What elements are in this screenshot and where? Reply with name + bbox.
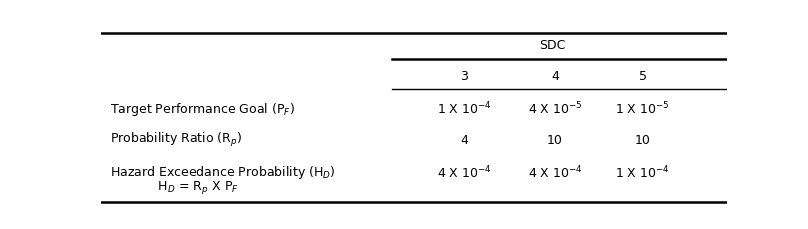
Text: 1 X 10$^{-4}$: 1 X 10$^{-4}$ <box>437 101 491 118</box>
Text: Probability Ratio (R$_p$): Probability Ratio (R$_p$) <box>111 131 242 149</box>
Text: 4: 4 <box>461 134 468 147</box>
Text: 4 X 10$^{-4}$: 4 X 10$^{-4}$ <box>528 165 583 181</box>
Text: 1 X 10$^{-4}$: 1 X 10$^{-4}$ <box>615 165 670 181</box>
Text: 4: 4 <box>551 70 559 83</box>
Text: SDC: SDC <box>539 39 565 52</box>
Text: 5: 5 <box>638 70 646 83</box>
Text: 3: 3 <box>461 70 468 83</box>
Text: 10: 10 <box>635 134 650 147</box>
Text: Hazard Exceedance Probability (H$_D$): Hazard Exceedance Probability (H$_D$) <box>111 164 336 181</box>
Text: Target Performance Goal (P$_F$): Target Performance Goal (P$_F$) <box>111 101 296 118</box>
Text: 4 X 10$^{-5}$: 4 X 10$^{-5}$ <box>528 101 583 118</box>
Text: 1 X 10$^{-5}$: 1 X 10$^{-5}$ <box>616 101 670 118</box>
Text: H$_D$ = R$_p$ X P$_F$: H$_D$ = R$_p$ X P$_F$ <box>141 180 238 196</box>
Text: 10: 10 <box>547 134 563 147</box>
Text: 4 X 10$^{-4}$: 4 X 10$^{-4}$ <box>437 165 491 181</box>
